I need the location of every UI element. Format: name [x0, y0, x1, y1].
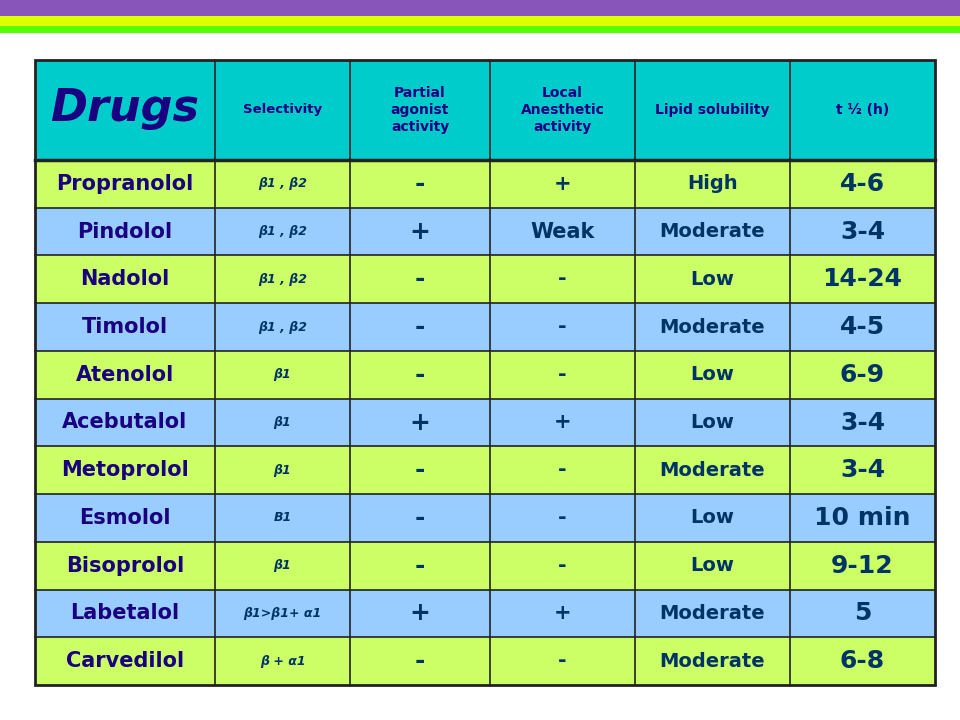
Text: Low: Low [690, 556, 734, 575]
Text: 3-4: 3-4 [840, 220, 885, 243]
Text: Moderate: Moderate [660, 318, 765, 336]
Text: 6-8: 6-8 [840, 649, 885, 673]
Bar [35, 60, 935, 160]
Text: -: - [415, 267, 425, 292]
Text: β + α1: β + α1 [260, 654, 305, 667]
Text: t ½ (h): t ½ (h) [836, 103, 889, 117]
Text: Esmolol: Esmolol [80, 508, 171, 528]
Text: -: - [558, 317, 566, 337]
Text: β1 , β2: β1 , β2 [258, 177, 307, 190]
Text: -: - [415, 363, 425, 387]
Text: β1 , β2: β1 , β2 [258, 273, 307, 286]
Text: Low: Low [690, 365, 734, 384]
Bar [35, 542, 935, 590]
Text: Low: Low [690, 413, 734, 432]
Text: -: - [558, 508, 566, 528]
Text: -: - [415, 554, 425, 577]
Text: Bisoprolol: Bisoprolol [66, 556, 184, 576]
Text: Nadolol: Nadolol [81, 269, 170, 289]
Text: Partial
agonist
activity: Partial agonist activity [391, 86, 449, 134]
Text: -: - [558, 365, 566, 384]
Text: Low: Low [690, 508, 734, 528]
Bar [35, 256, 935, 303]
Bar [35, 494, 935, 542]
Text: +: + [410, 601, 430, 626]
Text: -: - [415, 649, 425, 673]
Text: -: - [558, 460, 566, 480]
Text: +: + [554, 413, 571, 433]
Text: Moderate: Moderate [660, 461, 765, 480]
Text: 5: 5 [853, 601, 871, 626]
Text: -: - [558, 651, 566, 671]
Text: β1 , β2: β1 , β2 [258, 225, 307, 238]
Text: Atenolol: Atenolol [76, 365, 174, 384]
Text: β1 , β2: β1 , β2 [258, 320, 307, 333]
Text: Local
Anesthetic
activity: Local Anesthetic activity [520, 86, 605, 134]
Text: 3-4: 3-4 [840, 410, 885, 434]
Text: Moderate: Moderate [660, 604, 765, 623]
Bar [35, 60, 935, 685]
Text: Metoprolol: Metoprolol [61, 460, 189, 480]
Text: High: High [687, 174, 738, 194]
Bar [35, 160, 935, 208]
Text: 14-24: 14-24 [823, 267, 902, 292]
Bar [35, 351, 935, 399]
Text: Timolol: Timolol [82, 317, 168, 337]
Text: +: + [410, 220, 430, 243]
Text: β1>β1+ α1: β1>β1+ α1 [244, 607, 322, 620]
Bar [35, 399, 935, 446]
Bar [35, 446, 935, 494]
Text: Low: Low [690, 270, 734, 289]
Text: -: - [558, 556, 566, 576]
Text: Pindolol: Pindolol [78, 222, 173, 242]
Text: Carvedilol: Carvedilol [66, 651, 184, 671]
Text: β1: β1 [274, 559, 292, 572]
Bar [35, 303, 935, 351]
Text: Selectivity: Selectivity [243, 104, 322, 117]
Text: 4-5: 4-5 [840, 315, 885, 339]
Text: 9-12: 9-12 [831, 554, 894, 577]
Text: β1: β1 [274, 368, 292, 382]
Bar [35, 208, 935, 256]
Text: Moderate: Moderate [660, 222, 765, 241]
Text: Propranolol: Propranolol [57, 174, 194, 194]
Text: -: - [415, 172, 425, 196]
Text: Drugs: Drugs [51, 86, 200, 130]
Text: 3-4: 3-4 [840, 458, 885, 482]
Text: -: - [415, 506, 425, 530]
Text: β1: β1 [274, 416, 292, 429]
Text: -: - [558, 269, 566, 289]
Text: Acebutalol: Acebutalol [62, 413, 187, 433]
Text: +: + [410, 410, 430, 434]
Text: 4-6: 4-6 [840, 172, 885, 196]
Text: B1: B1 [274, 511, 292, 524]
Text: Weak: Weak [530, 222, 594, 242]
Text: Lipid solubility: Lipid solubility [656, 103, 770, 117]
Text: Labetalol: Labetalol [70, 603, 180, 624]
Text: β1: β1 [274, 464, 292, 477]
Text: Moderate: Moderate [660, 652, 765, 670]
Text: -: - [415, 315, 425, 339]
Text: +: + [554, 174, 571, 194]
Text: 6-9: 6-9 [840, 363, 885, 387]
Text: 10 min: 10 min [814, 506, 911, 530]
Bar [35, 590, 935, 637]
Bar [35, 637, 935, 685]
Text: -: - [415, 458, 425, 482]
Text: +: + [554, 603, 571, 624]
